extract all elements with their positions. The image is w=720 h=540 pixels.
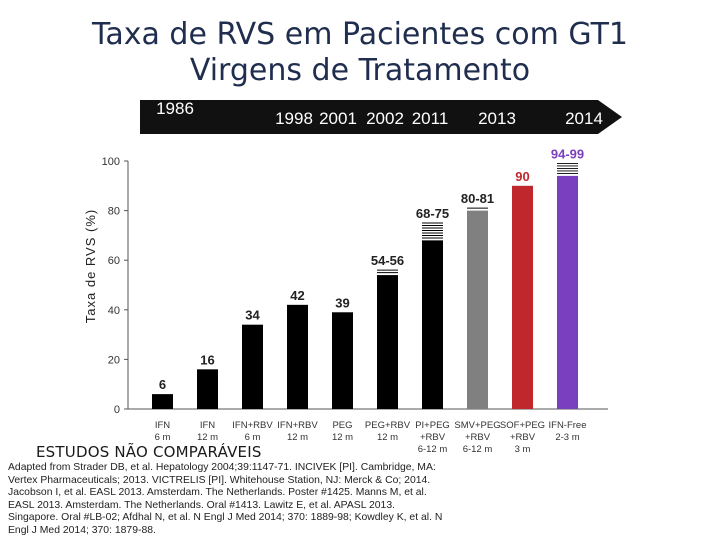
y-axis-label: Taxa de RVS (%) <box>83 209 98 323</box>
timeline-year-2013: 2013 <box>478 109 516 128</box>
reference-line: Adapted from Strader DB, et al. Hepatolo… <box>8 462 436 473</box>
bar-9 <box>512 185 533 409</box>
category-label-1: IFN <box>155 420 170 431</box>
category-label-6: PEG+RBV <box>365 420 411 431</box>
category-label-7: PI+PEG <box>415 420 450 431</box>
category-label-6: 12 m <box>377 432 398 443</box>
references: Adapted from Strader DB, et al. Hepatolo… <box>8 462 478 538</box>
category-label-5: 12 m <box>332 432 353 443</box>
slide-title-line2: Virgens de Tratamento <box>189 53 531 88</box>
y-tick-label-80: 80 <box>108 206 120 218</box>
data-label-10: 94-99 <box>551 146 584 161</box>
reference-line: EASL 2013. Amsterdam. The Netherlands. O… <box>8 499 395 511</box>
category-label-9: +RBV <box>510 432 536 443</box>
y-tick-label-20: 20 <box>108 354 120 366</box>
range-marker-6 <box>377 269 398 274</box>
timeline-year-1998: 1998 <box>275 109 313 128</box>
bar-8 <box>467 210 488 409</box>
data-label-1: 6 <box>159 377 166 392</box>
bar-5 <box>332 312 353 409</box>
category-label-1: 6 m <box>155 432 171 443</box>
reference-line: Vertex Pharmaceuticals; 2013. VICTRELIS … <box>8 474 431 486</box>
timeline-year-2014: 2014 <box>565 109 603 128</box>
data-label-8: 80-81 <box>461 191 494 206</box>
range-marker-7 <box>422 222 443 239</box>
category-label-7: +RBV <box>420 432 446 443</box>
bar-7 <box>422 240 443 409</box>
category-label-2: IFN <box>200 420 215 431</box>
category-label-4: 12 m <box>287 432 308 443</box>
bar-6 <box>377 275 398 409</box>
bar-1 <box>152 394 173 409</box>
timeline-arrow: 1986 1998 2001 2002 2011 2013 2014 <box>140 99 622 134</box>
bar-4 <box>287 304 308 409</box>
timeline-year-2011: 2011 <box>412 109 449 128</box>
reference-line: Singapore. Oral #LB-02; Afdhal N, et al.… <box>8 512 443 524</box>
y-tick-label-100: 100 <box>102 156 120 168</box>
y-tick-label-0: 0 <box>114 404 120 416</box>
data-label-9: 90 <box>515 169 529 184</box>
category-label-8: SMV+PEG <box>454 420 500 431</box>
data-label-5: 39 <box>335 295 349 310</box>
data-label-2: 16 <box>200 352 214 367</box>
data-label-3: 34 <box>245 308 260 323</box>
category-label-10: IFN-Free <box>549 420 587 431</box>
bar-10 <box>557 175 578 409</box>
y-tick-label-60: 60 <box>108 255 120 267</box>
category-label-8: 6-12 m <box>463 444 493 455</box>
reference-line: Jacobson I, et al. EASL 2013. Amsterdam.… <box>8 487 427 499</box>
category-label-3: IFN+RBV <box>232 420 273 431</box>
timeline-year-1986: 1986 <box>156 99 194 118</box>
data-label-7: 68-75 <box>416 206 449 221</box>
category-label-5: PEG <box>332 420 352 431</box>
range-marker-10 <box>557 163 578 174</box>
timeline-year-2002: 2002 <box>366 109 404 128</box>
category-label-9: 3 m <box>515 444 531 455</box>
timeline-bar <box>140 100 622 134</box>
category-label-10: 2-3 m <box>555 432 579 443</box>
warning-text: ESTUDOS NÃO COMPARÁVEIS <box>36 443 262 461</box>
category-label-8: +RBV <box>465 432 491 443</box>
bar-3 <box>242 324 263 409</box>
category-label-7: 6-12 m <box>418 444 448 455</box>
data-label-4: 42 <box>290 288 304 303</box>
timeline-year-2001: 2001 <box>319 109 357 128</box>
category-label-2: 12 m <box>197 432 218 443</box>
data-label-6: 54-56 <box>371 253 404 268</box>
slide-title-line1: Taxa de RVS em Pacientes com GT1 <box>92 17 628 52</box>
y-tick-label-40: 40 <box>108 305 120 317</box>
bar-2 <box>197 369 218 409</box>
category-label-3: 6 m <box>245 432 261 443</box>
reference-line: Engl J Med 2014; 370: 1879-88. <box>8 524 156 536</box>
category-label-9: SOF+PEG <box>500 420 545 431</box>
category-label-4: IFN+RBV <box>277 420 318 431</box>
